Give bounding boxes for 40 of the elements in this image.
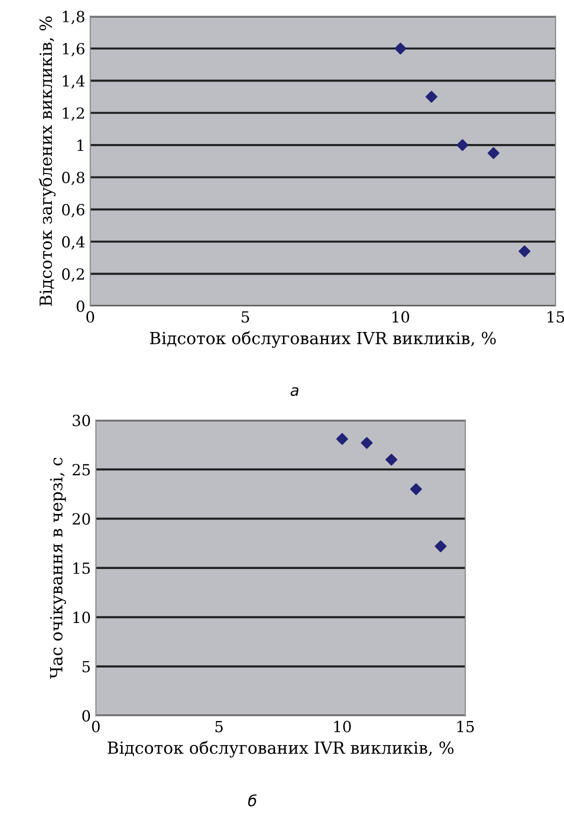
y-tick-label: 0,4 <box>62 236 85 250</box>
point <box>456 139 468 151</box>
y-tick-label: 1,4 <box>62 75 85 89</box>
x-tick-label: 10 <box>334 720 351 732</box>
y-axis-title: Час очікування в черзі, с <box>50 458 66 679</box>
y-tick-label: 1,6 <box>62 42 84 56</box>
point <box>434 540 447 552</box>
point <box>488 147 500 160</box>
x-tick-label: 15 <box>457 720 474 732</box>
y-tick-label: 0,8 <box>62 172 84 186</box>
point <box>394 42 406 54</box>
y-tick-label: 5 <box>82 661 90 672</box>
y-tick-label: 1 <box>78 140 84 151</box>
x-tick-label: 5 <box>242 311 250 323</box>
y-tick-label: 1,8 <box>62 10 84 24</box>
y-tick-label: 0,2 <box>62 268 84 282</box>
text: б <box>248 794 257 806</box>
point <box>360 436 373 449</box>
x-tick-label: 5 <box>215 720 223 732</box>
point <box>426 90 438 103</box>
x-axis-title: Відсоток обслугованих IVR викликів, % <box>150 331 496 348</box>
point <box>518 245 530 258</box>
y-tick-label: 25 <box>72 464 90 476</box>
y-tick-label: 20 <box>72 513 90 525</box>
y-tick-label: 0,6 <box>62 204 84 218</box>
point <box>386 454 398 466</box>
y-tick-label: 1,2 <box>62 107 84 121</box>
point <box>336 433 348 445</box>
x-tick-label: 10 <box>392 311 410 323</box>
x-tick-label: 15 <box>548 311 564 323</box>
point <box>410 483 422 496</box>
y-axis-title: Відсоток загублених викликів, % <box>38 16 56 306</box>
x-tick-label: 0 <box>92 720 100 732</box>
x-axis-title: Відсоток обслугованих IVR викликів, % <box>108 740 454 758</box>
text: а <box>290 387 298 396</box>
y-tick-label: 0 <box>82 710 90 722</box>
y-tick-label: 15 <box>73 562 90 574</box>
y-tick-label: 0 <box>76 300 84 312</box>
y-tick-label: 10 <box>73 612 90 624</box>
y-tick-label: 30 <box>72 414 90 426</box>
